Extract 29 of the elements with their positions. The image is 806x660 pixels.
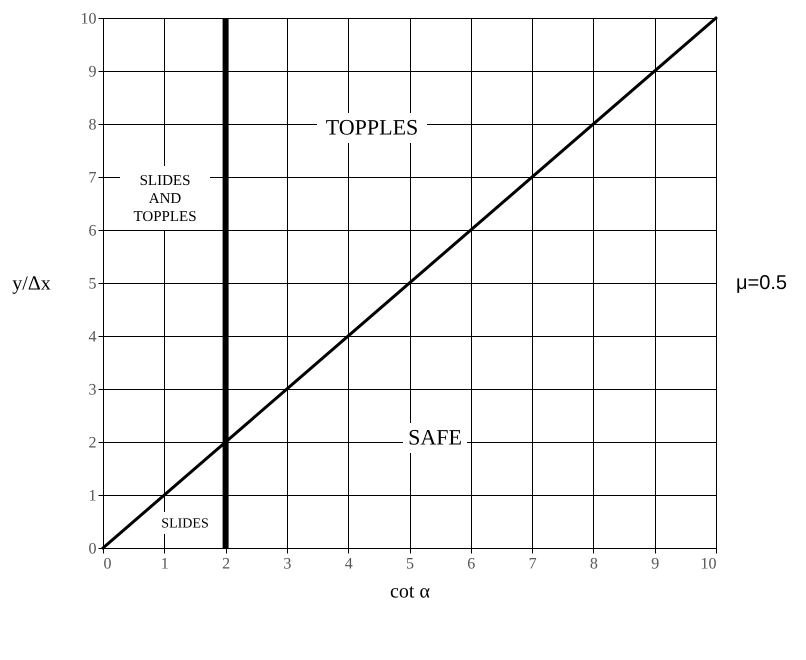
x-tick-label: 0 [104, 556, 112, 572]
y-tick-label: 3 [88, 382, 96, 398]
annotation: SLIDES AND TOPPLES [133, 173, 197, 225]
y-tick-label: 10 [80, 10, 96, 28]
x-tick-label: 7 [528, 556, 537, 572]
x-tick-label: 1 [160, 556, 169, 572]
x-tick-label: 9 [651, 556, 660, 572]
x-tick-label: 5 [406, 556, 414, 572]
x-axis-title: cot α [390, 580, 430, 602]
text: μ=0.5 [736, 272, 788, 294]
y-axis-title: y/Δx [12, 272, 51, 294]
y-tick-label: 9 [88, 64, 96, 80]
annotation: SLIDES [161, 516, 209, 532]
annotation: SAFE [408, 424, 462, 450]
y-tick-label: 7 [88, 170, 96, 186]
annotation: TOPPLES [326, 114, 418, 140]
y-tick-label: 2 [88, 434, 96, 452]
x-tick-label: 10 [700, 556, 716, 572]
x-tick-label: 4 [344, 556, 353, 572]
y-tick-label: 6 [88, 222, 96, 240]
x-tick-label: 3 [283, 556, 292, 572]
x-tick-label: 2 [222, 556, 230, 572]
y-tick-label: 4 [88, 328, 96, 346]
x-tick-label: 8 [590, 556, 598, 572]
x-tick-label: 6 [467, 556, 476, 572]
y-tick-label: 5 [88, 276, 96, 292]
y-tick-label: 1 [88, 488, 96, 504]
y-tick-label: 8 [88, 116, 96, 134]
y-tick-label: 0 [88, 540, 96, 558]
